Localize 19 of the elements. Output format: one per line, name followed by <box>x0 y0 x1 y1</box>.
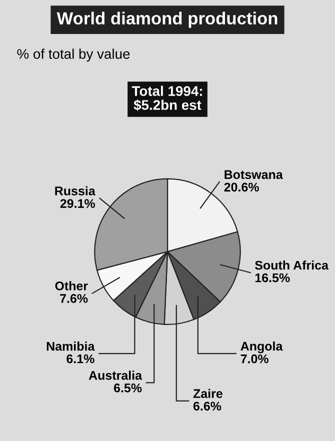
data-label: 6.1% <box>66 354 94 364</box>
slice-label: Other <box>55 281 88 290</box>
data-label: 7.0% <box>240 354 268 364</box>
data-label: 16.5% <box>255 273 290 282</box>
chart-title: World diamond production <box>56 12 278 28</box>
chart-subtitle: % of total by value <box>17 48 130 62</box>
data-label: 7.6% <box>60 294 88 303</box>
slice-label: Australia <box>88 370 142 380</box>
slice-label: Namibia <box>46 342 95 351</box>
text: Total 1994: $5.2bn est <box>132 86 202 111</box>
data-label: 6.6% <box>193 402 222 411</box>
slice-label: Botswana <box>224 170 283 180</box>
slice-label: South Africa <box>254 260 329 270</box>
slice-label: Zaire <box>193 388 222 398</box>
data-label: 20.6% <box>224 182 259 192</box>
slice-label: Russia <box>55 186 96 196</box>
slice-label: Angola <box>240 341 283 354</box>
data-label: 29.1% <box>60 199 96 208</box>
data-label: 6.5% <box>114 384 142 392</box>
